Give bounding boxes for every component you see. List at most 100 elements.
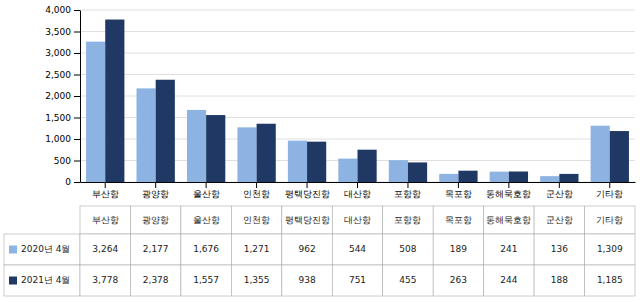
table-text: 1,309	[597, 244, 623, 254]
tick-label: 500	[54, 156, 71, 166]
tick-label: 3,000	[45, 48, 71, 58]
tick: 군산항	[546, 182, 573, 199]
legend-swatch	[9, 277, 17, 285]
legend-swatch	[9, 246, 17, 254]
table-cell	[484, 234, 534, 265]
table-cell	[585, 206, 635, 234]
tick-mark	[609, 182, 610, 188]
tick-label: 1,000	[45, 134, 71, 144]
table-cell	[282, 206, 332, 234]
grid-line	[80, 10, 635, 11]
table-cell	[231, 206, 281, 234]
tick-label: 부산항	[92, 189, 119, 199]
y-axis: 05001,0001,5002,0002,5003,0003,5004,000	[45, 5, 80, 187]
tick: 2,500	[45, 70, 80, 80]
table-cell	[282, 234, 332, 265]
table-cell	[585, 234, 635, 265]
tick: 울산항	[193, 182, 220, 199]
tick-mark	[256, 182, 257, 188]
tick-mark	[74, 53, 80, 54]
table-text: 244	[500, 275, 517, 285]
tick-mark	[407, 182, 408, 188]
tick-label: 인천항	[243, 189, 270, 199]
grid	[80, 10, 635, 182]
tick: 평택당진항	[285, 182, 330, 199]
table-text: 광양항	[142, 215, 169, 225]
tick: 기타항	[596, 182, 623, 199]
tick-label: 군산항	[546, 189, 573, 199]
tick-mark	[508, 182, 509, 188]
tick-label: 울산항	[193, 189, 220, 199]
tick-mark	[74, 75, 80, 76]
bar	[257, 124, 276, 182]
table-cell	[332, 265, 382, 296]
bars	[86, 20, 629, 182]
tick-label: 3,500	[45, 27, 71, 37]
tick-label: 광양항	[142, 189, 169, 199]
table-cell	[534, 206, 584, 234]
tick-label: 4,000	[45, 5, 71, 15]
table-cell	[332, 206, 382, 234]
tick-mark	[357, 182, 358, 188]
table-cell	[80, 234, 130, 265]
bar	[389, 160, 408, 182]
table-text: 군산항	[546, 215, 573, 225]
tick: 1,500	[45, 113, 80, 123]
tick: 4,000	[45, 5, 80, 15]
bar	[156, 80, 175, 182]
table-cell	[80, 206, 130, 234]
tick-label: 평택당진항	[285, 189, 330, 199]
bar	[237, 127, 256, 182]
table-cell	[80, 265, 130, 296]
tick: 1,000	[45, 134, 80, 144]
bar	[206, 115, 225, 182]
bar	[338, 159, 357, 182]
table-text: 3,778	[92, 275, 118, 285]
table-text: 1,355	[244, 275, 270, 285]
table-text: 1,676	[193, 244, 219, 254]
bar	[288, 141, 307, 182]
bar	[408, 162, 427, 182]
table-text: 962	[298, 244, 315, 254]
table-cell	[181, 206, 231, 234]
x-axis: 부산항광양항울산항인천항평택당진항대산항포항항목포항동해묵호항군산항기타항	[81, 182, 636, 199]
table-text: 938	[298, 275, 315, 285]
bar	[187, 110, 206, 182]
bar	[307, 142, 326, 182]
tick: 부산항	[92, 182, 119, 199]
table-cell	[484, 265, 534, 296]
table-text: 포항항	[394, 215, 421, 225]
tick-mark	[206, 182, 207, 188]
table-cell	[4, 265, 80, 296]
bar	[559, 174, 578, 182]
tick: 500	[54, 156, 80, 166]
table-cell	[433, 265, 483, 296]
table-text: 2021년 4월	[21, 275, 71, 285]
tick-mark	[74, 161, 80, 162]
table-cell	[130, 206, 180, 234]
tick: 포항항	[394, 182, 421, 199]
table-cell	[4, 234, 80, 265]
tick: 동해묵호항	[486, 182, 531, 199]
tick-label: 목포항	[445, 189, 472, 199]
table-text: 동해묵호항	[486, 215, 531, 225]
grid-line	[80, 31, 635, 32]
chart: 05001,0001,5002,0002,5003,0003,5004,000부…	[0, 0, 643, 302]
table-cell	[383, 265, 433, 296]
grid-line	[80, 53, 635, 54]
table-text: 2,177	[143, 244, 169, 254]
bar	[137, 88, 156, 182]
table-text: 목포항	[445, 215, 472, 225]
tick-mark	[74, 10, 80, 11]
table-cell	[130, 234, 180, 265]
table-cell	[433, 206, 483, 234]
table-text: 1,271	[244, 244, 270, 254]
table-cell	[534, 234, 584, 265]
tick: 2,000	[45, 91, 80, 101]
bar	[358, 150, 377, 182]
tick: 3,000	[45, 48, 80, 58]
tick-label: 1,500	[45, 113, 71, 123]
table-text: 544	[349, 244, 366, 254]
table: 부산항광양항울산항인천항평택당진항대산항포항항목포항동해묵호항군산항기타항202…	[4, 206, 635, 296]
tick: 인천항	[243, 182, 270, 199]
